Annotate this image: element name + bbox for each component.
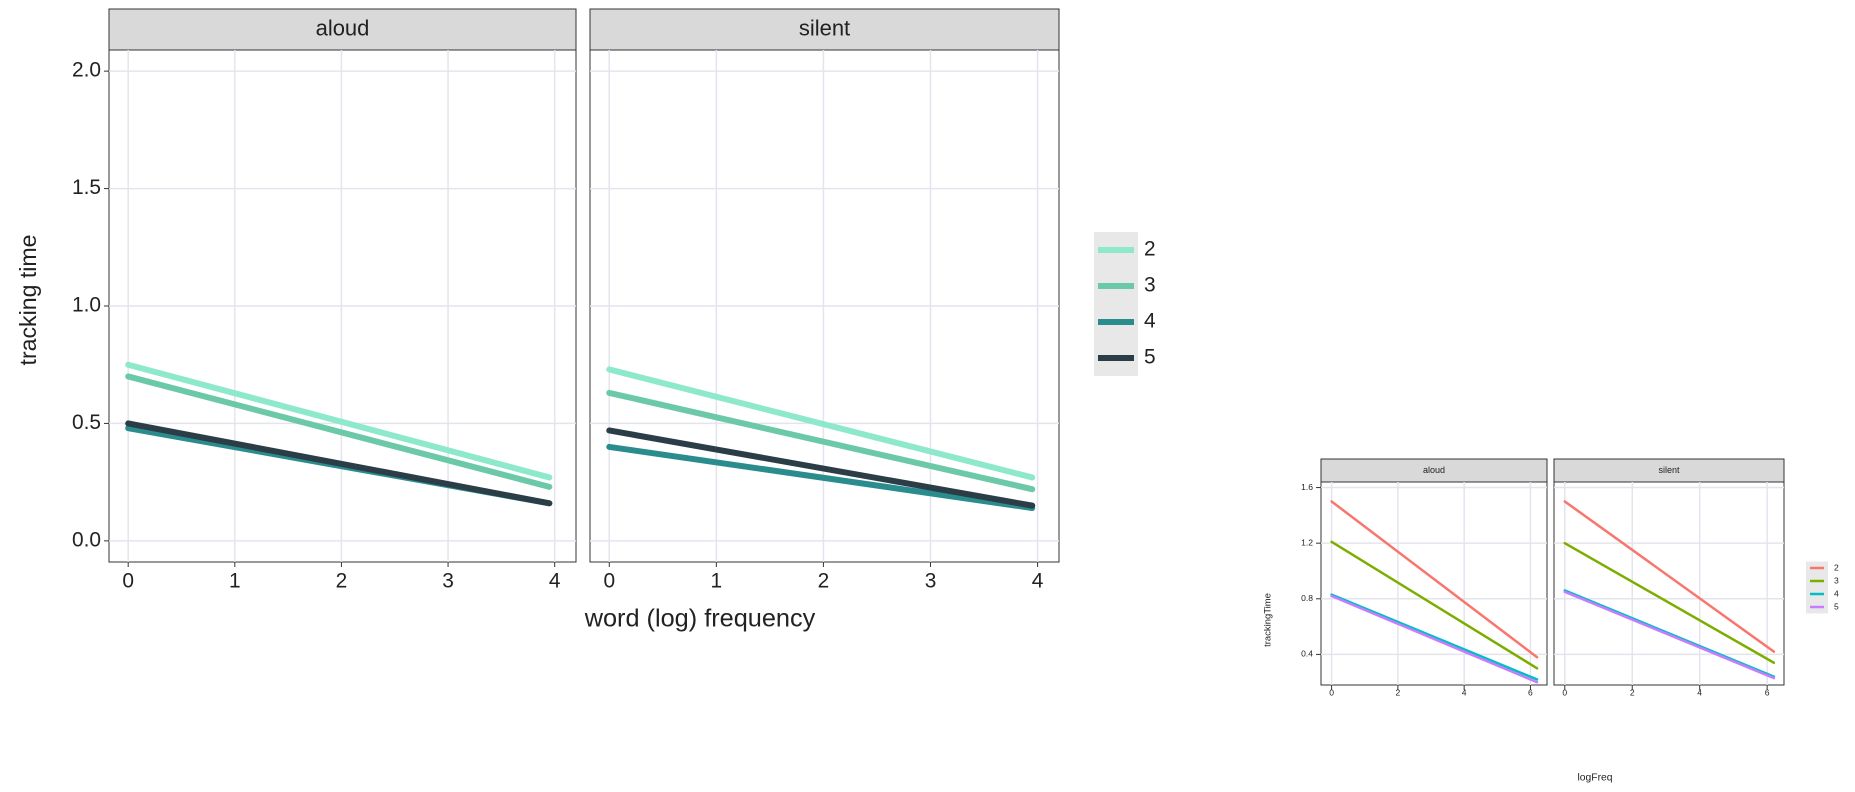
y-tick-label: 0.8 bbox=[1301, 593, 1313, 603]
y-axis-label: trackingTime bbox=[1263, 593, 1274, 647]
panel bbox=[1553, 481, 1785, 686]
x-tick-label: 4 bbox=[1462, 687, 1467, 697]
y-tick-label: 1.0 bbox=[72, 294, 101, 317]
series-line bbox=[125, 361, 553, 481]
series-line bbox=[606, 366, 1036, 481]
panel-title: aloud bbox=[316, 15, 370, 40]
x-tick-label: 1 bbox=[229, 569, 241, 592]
x-tick-label: 3 bbox=[925, 569, 937, 592]
strip bbox=[589, 8, 1060, 51]
series-line bbox=[125, 420, 553, 507]
x-tick-label: 2 bbox=[336, 569, 348, 592]
x-axis-label: logFreq bbox=[1577, 773, 1612, 784]
y-tick-label: 0.4 bbox=[1301, 649, 1313, 659]
series-line bbox=[1563, 590, 1776, 680]
legend-label: 2 bbox=[1144, 238, 1156, 261]
y-tick-label: 2.0 bbox=[72, 59, 101, 82]
strip bbox=[108, 8, 577, 51]
legend-label: 3 bbox=[1144, 274, 1156, 297]
legend-box bbox=[1806, 561, 1828, 614]
series-line bbox=[606, 443, 1036, 511]
y-tick-label: 1.6 bbox=[1301, 482, 1313, 492]
series-line bbox=[1330, 500, 1539, 659]
series-line bbox=[1330, 594, 1539, 684]
x-axis-label: word (log) frequency bbox=[584, 605, 816, 633]
legend-label: 4 bbox=[1144, 310, 1156, 333]
panel bbox=[1320, 481, 1548, 686]
panel-title: silent bbox=[799, 15, 850, 40]
x-tick-label: 0 bbox=[603, 569, 615, 592]
legend-box bbox=[1094, 232, 1138, 376]
x-tick-label: 2 bbox=[818, 569, 830, 592]
series-line bbox=[606, 389, 1036, 493]
series-line bbox=[606, 427, 1036, 509]
x-tick-label: 6 bbox=[1528, 687, 1533, 697]
legend-label: 5 bbox=[1834, 601, 1839, 611]
x-tick-label: 6 bbox=[1765, 687, 1770, 697]
series-line bbox=[1563, 500, 1776, 653]
y-tick-label: 0.5 bbox=[72, 411, 101, 434]
series-line bbox=[1330, 540, 1539, 670]
legend-label: 2 bbox=[1834, 562, 1839, 572]
x-tick-label: 4 bbox=[1032, 569, 1044, 592]
series-line bbox=[1330, 593, 1539, 681]
x-tick-label: 1 bbox=[711, 569, 723, 592]
x-tick-label: 4 bbox=[1697, 687, 1702, 697]
x-tick-label: 0 bbox=[1329, 687, 1334, 697]
legend-label: 4 bbox=[1834, 588, 1839, 598]
y-tick-label: 1.2 bbox=[1301, 537, 1313, 547]
x-tick-label: 4 bbox=[549, 569, 561, 592]
x-tick-label: 0 bbox=[1562, 687, 1567, 697]
series-line bbox=[1563, 541, 1776, 665]
series-line bbox=[1563, 589, 1776, 678]
x-tick-label: 2 bbox=[1395, 687, 1400, 697]
panel-title: silent bbox=[1658, 465, 1680, 475]
legend-label: 3 bbox=[1834, 575, 1839, 585]
y-axis-label: tracking time bbox=[15, 235, 41, 366]
x-tick-label: 2 bbox=[1630, 687, 1635, 697]
y-tick-label: 1.5 bbox=[72, 176, 101, 199]
panel-title: aloud bbox=[1423, 465, 1445, 475]
legend-label: 5 bbox=[1144, 346, 1156, 369]
y-tick-label: 0.0 bbox=[72, 528, 101, 551]
x-tick-label: 3 bbox=[442, 569, 454, 592]
x-tick-label: 0 bbox=[122, 569, 134, 592]
series-line bbox=[125, 373, 553, 490]
